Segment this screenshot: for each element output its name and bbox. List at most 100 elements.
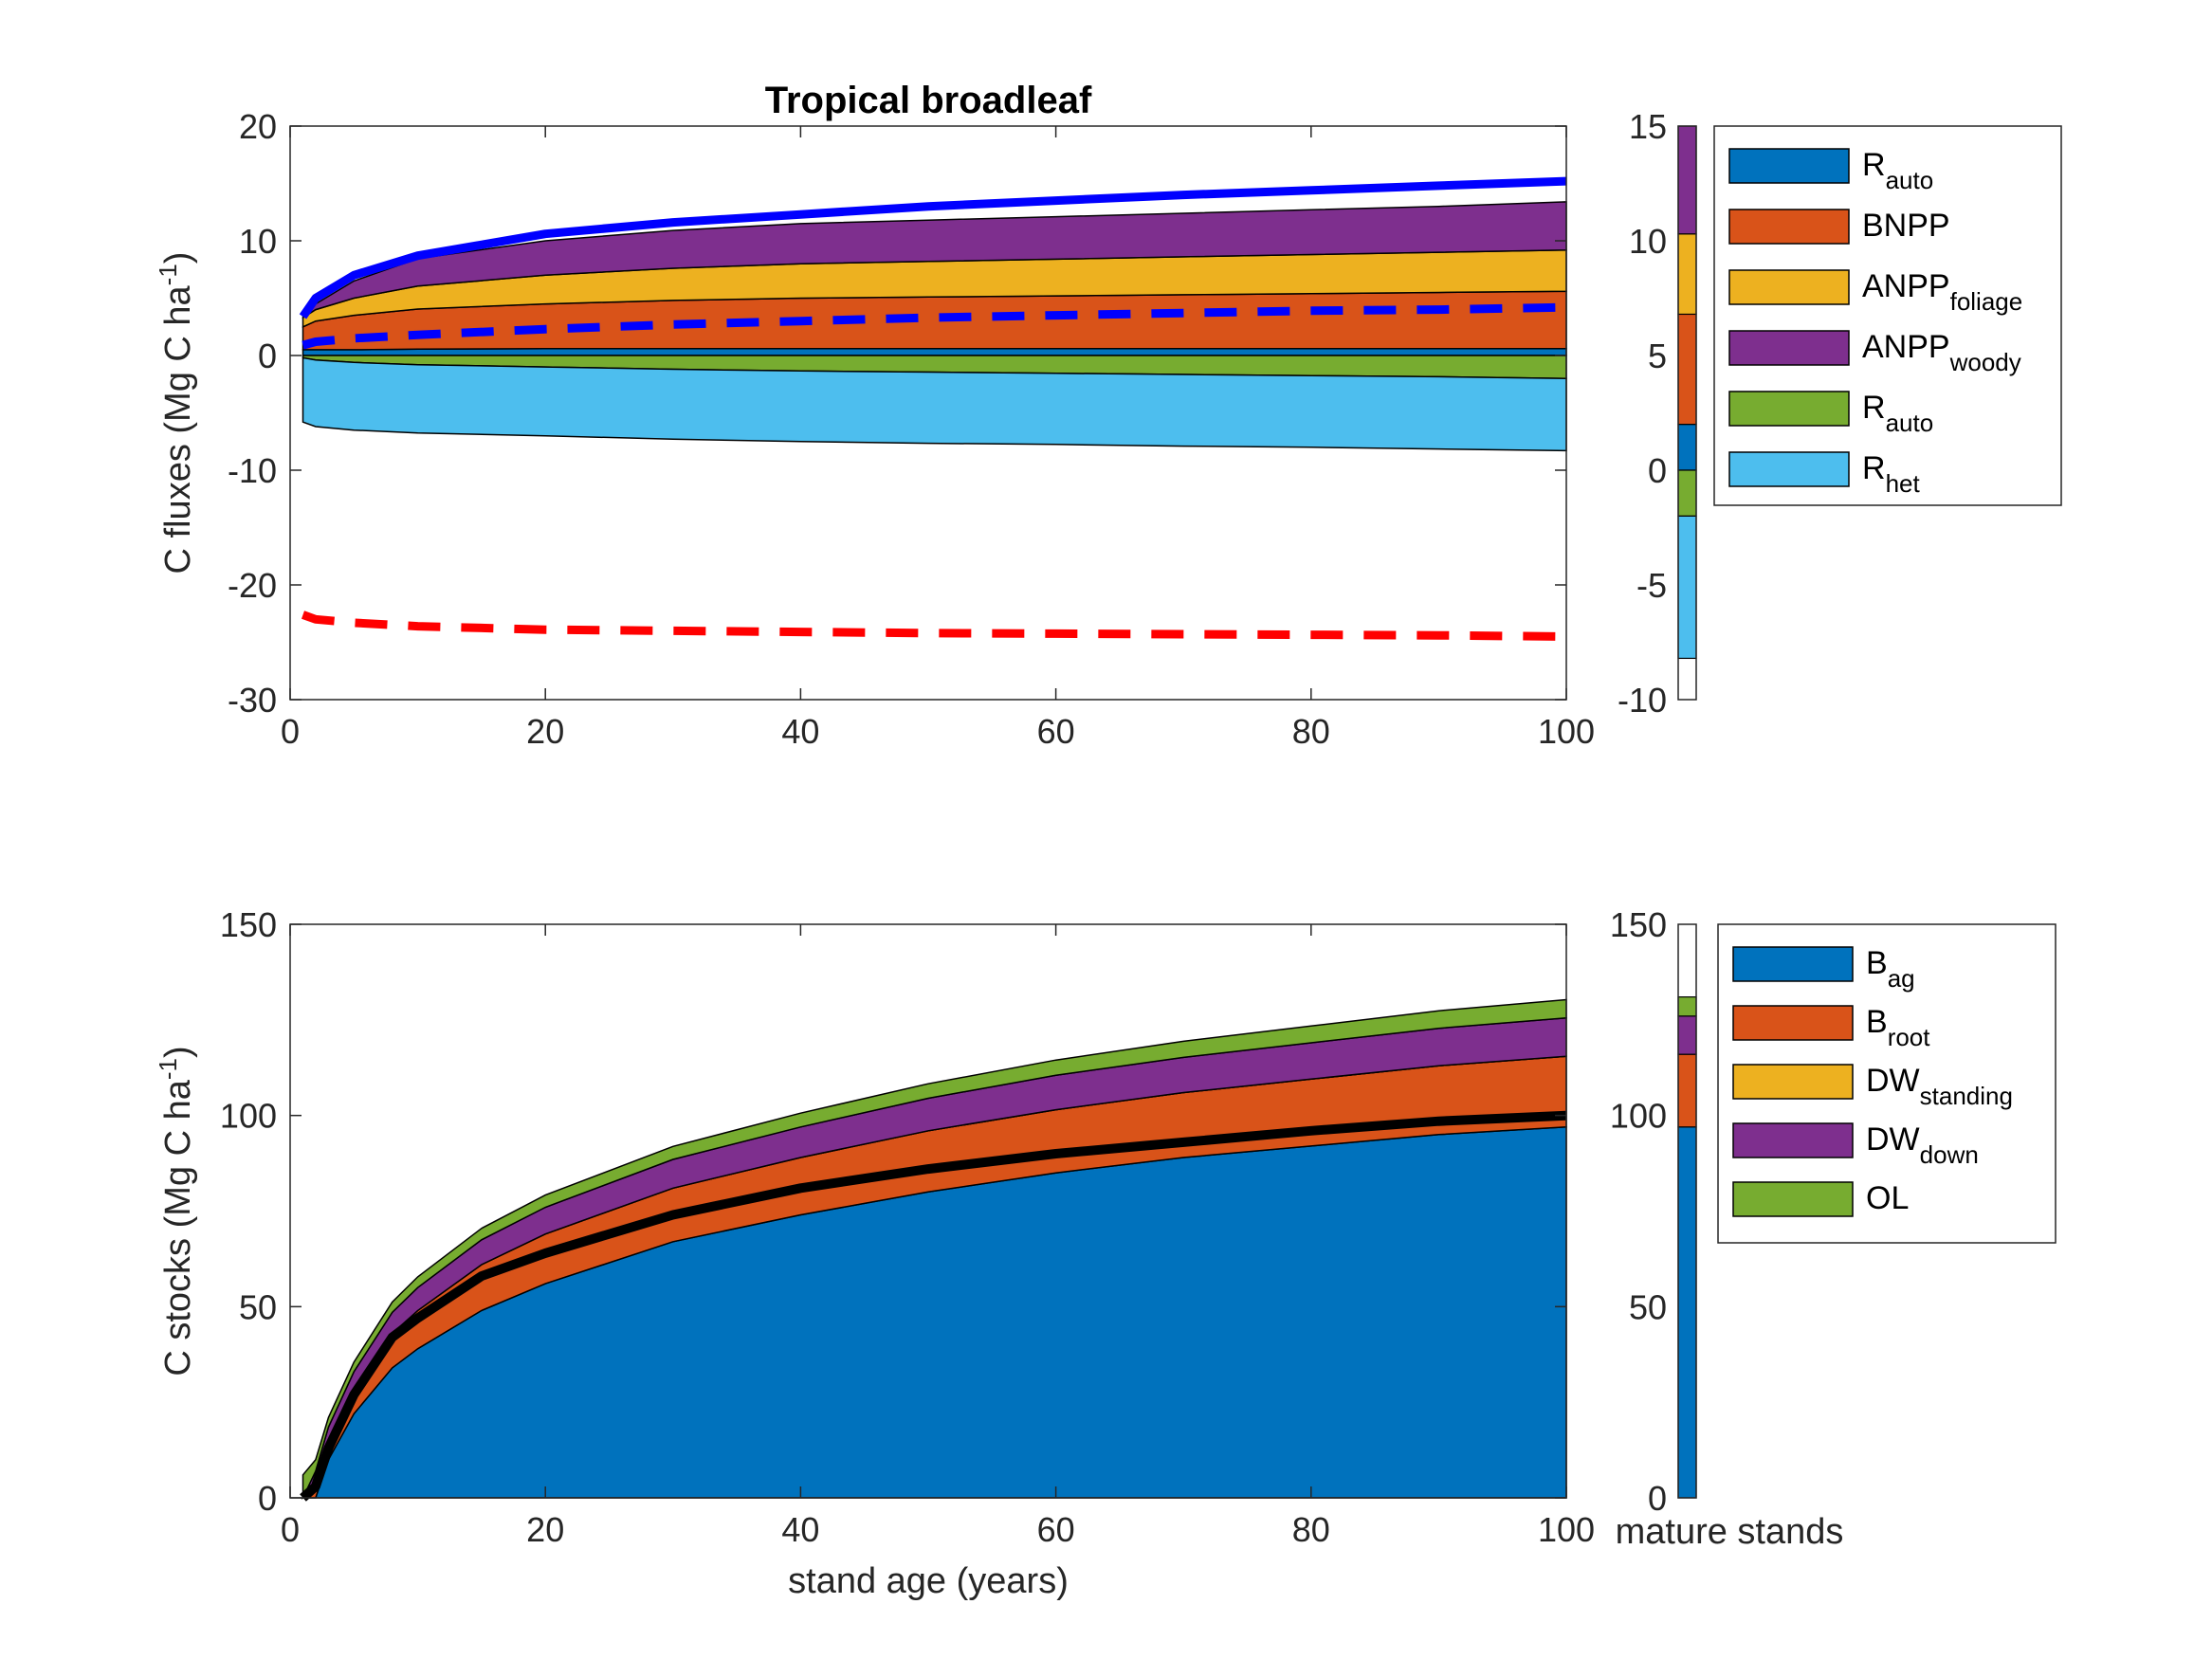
mature-bar-box xyxy=(1677,923,1697,1499)
legend-label: OL xyxy=(1866,1180,1909,1216)
mature-bar-segment xyxy=(1677,424,1697,471)
legend-label-main: DW xyxy=(1866,1063,1920,1099)
x-tick-label: 20 xyxy=(526,1510,564,1549)
x-tick-label: 20 xyxy=(526,712,564,751)
mature-bar-tick-label: 0 xyxy=(1648,451,1667,490)
legend-label-sub: ag xyxy=(1888,964,1915,993)
legend-swatch xyxy=(1728,330,1850,366)
x-tick-label: 40 xyxy=(781,1510,819,1549)
y-axis-label-sup: -1 xyxy=(154,1058,182,1080)
x-tick-label: 100 xyxy=(1538,712,1595,751)
legend-label-main: DW xyxy=(1866,1121,1920,1158)
legend-swatch xyxy=(1728,269,1850,305)
legend-label-main: R xyxy=(1862,390,1886,426)
axes-box xyxy=(289,923,1567,1499)
area-r_auto_pos xyxy=(302,347,1567,356)
legend-swatch xyxy=(1732,1181,1854,1217)
y-axis-label: C fluxes (Mg C ha-1) xyxy=(154,252,198,574)
y-tick-label: 150 xyxy=(220,905,277,944)
y-tick-label: -10 xyxy=(228,451,277,490)
legend-label-sub: auto xyxy=(1886,166,1934,194)
legend-label: ANPPwoody xyxy=(1862,329,2021,376)
y-axis-label-close: ) xyxy=(158,252,198,264)
x-tick-label: 0 xyxy=(281,712,300,751)
legend-label-sub: standing xyxy=(1920,1082,2013,1110)
chart-title: Tropical broadleaf xyxy=(765,80,1092,121)
mature-bar-box xyxy=(1677,125,1697,701)
legend-swatch xyxy=(1728,451,1850,487)
legend-label-sub: woody xyxy=(1949,348,2021,376)
legend-swatch xyxy=(1732,946,1854,982)
mature-bar-tick-label: 100 xyxy=(1610,1097,1667,1136)
legend-label-main: BNPP xyxy=(1862,208,1950,244)
y-tick-label: 0 xyxy=(258,1479,277,1518)
legend-swatch xyxy=(1732,1064,1854,1100)
mature-bar-segment xyxy=(1677,1053,1697,1128)
legend-box xyxy=(1713,125,2062,506)
mature-bar-tick-label: 50 xyxy=(1629,1287,1667,1326)
mature-bar-tick-label: 10 xyxy=(1629,222,1667,261)
legend-swatch xyxy=(1728,148,1850,184)
line-gpp xyxy=(299,176,1567,319)
x-tick-label: 60 xyxy=(1037,1510,1075,1549)
x-axis-label: stand age (years) xyxy=(788,1561,1069,1601)
legend-label-main: B xyxy=(1866,945,1888,981)
legend-label-sub: root xyxy=(1888,1023,1931,1051)
mature-bar-tick-label: 0 xyxy=(1648,1479,1667,1518)
y-tick-label: 0 xyxy=(258,337,277,375)
legend-label: Bag xyxy=(1866,945,1915,993)
y-tick-label: 10 xyxy=(239,222,277,261)
legend-label-main: R xyxy=(1862,450,1886,486)
legend-swatch xyxy=(1732,1122,1854,1158)
legend-label: BNPP xyxy=(1862,208,1950,244)
legend-label-main: R xyxy=(1862,147,1886,183)
legend-label: Rauto xyxy=(1862,147,1933,194)
mature-bar-segment xyxy=(1677,996,1697,1017)
line-resp xyxy=(301,611,1567,641)
axes-box xyxy=(289,125,1567,701)
y-tick-label: 50 xyxy=(239,1287,277,1326)
y-axis-label-sup: -1 xyxy=(154,264,182,285)
mature-bar-tick-label: -10 xyxy=(1618,681,1667,720)
y-axis-label-main: C fluxes (Mg C ha xyxy=(158,284,198,574)
mature-bar-tick-label: 5 xyxy=(1648,337,1667,375)
x-tick-label: 100 xyxy=(1538,1510,1595,1549)
y-tick-label: 20 xyxy=(239,107,277,146)
legend-label: ANPPfoliage xyxy=(1862,268,2022,316)
line-total_biomass xyxy=(300,1110,1567,1502)
y-tick-label: -30 xyxy=(228,681,277,720)
x-tick-label: 40 xyxy=(781,712,819,751)
legend-label: Rhet xyxy=(1862,450,1920,498)
y-axis-label: C stocks (Mg C ha-1) xyxy=(154,1046,198,1376)
x-tick-label: 80 xyxy=(1292,1510,1330,1549)
mature-bar-segment xyxy=(1677,313,1697,426)
x-tick-label: 80 xyxy=(1292,712,1330,751)
legend-label-main: ANPP xyxy=(1862,268,1950,304)
y-tick-label: -20 xyxy=(228,566,277,605)
mature-bar-segment xyxy=(1677,1126,1697,1499)
mature-bar-tick-label: 15 xyxy=(1629,107,1667,146)
legend-label: Rauto xyxy=(1862,390,1933,437)
mature-bar-segment xyxy=(1677,1015,1697,1055)
y-tick-label: 100 xyxy=(220,1097,277,1136)
x-tick-label: 60 xyxy=(1037,712,1075,751)
legend-label-main: ANPP xyxy=(1862,329,1950,365)
mature-bar-segment xyxy=(1677,125,1697,235)
legend-label: Broot xyxy=(1866,1004,1930,1051)
mature-bar-segment xyxy=(1677,515,1697,660)
legend-label-sub: auto xyxy=(1886,409,1934,437)
line-nep xyxy=(302,302,1567,350)
legend-swatch xyxy=(1728,391,1850,427)
legend-label-sub: het xyxy=(1886,469,1921,498)
legend-label-sub: down xyxy=(1920,1140,1979,1169)
mature-bar-segment xyxy=(1677,469,1697,518)
y-axis-label-main: C stocks (Mg C ha xyxy=(158,1079,198,1376)
y-axis-label-close: ) xyxy=(158,1046,198,1058)
x-tick-label: 0 xyxy=(281,1510,300,1549)
legend-swatch xyxy=(1732,1005,1854,1041)
mature-bar-tick-label: -5 xyxy=(1636,566,1667,605)
mature-bar-tick-label: 150 xyxy=(1610,905,1667,944)
legend-label-main: OL xyxy=(1866,1180,1909,1216)
